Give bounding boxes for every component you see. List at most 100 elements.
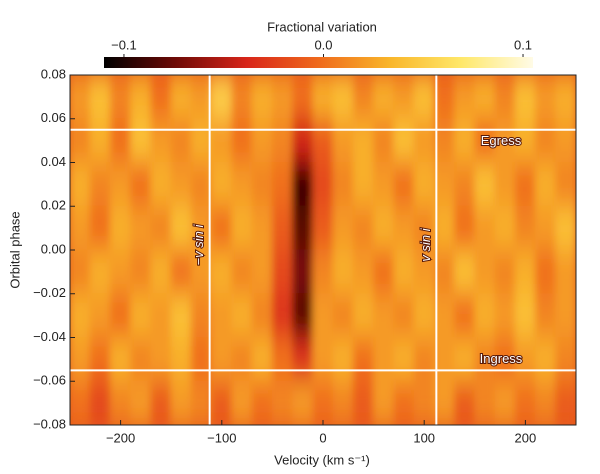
heatmap-cell <box>89 75 111 120</box>
heatmap-cell <box>130 205 152 251</box>
heatmap-cell <box>231 249 253 295</box>
heatmap-cell <box>413 249 435 295</box>
heatmap-cell <box>312 380 334 425</box>
heatmap-cell <box>130 162 152 207</box>
heatmap-cell <box>190 75 213 120</box>
heatmap-cell <box>150 205 172 251</box>
heatmap-cell <box>211 337 233 382</box>
heatmap-cell <box>89 337 111 382</box>
heatmap-cell <box>373 249 395 295</box>
heatmap-cell <box>150 75 172 120</box>
y-tick-label: 0.02 <box>41 198 66 213</box>
heatmap-cell <box>170 249 192 295</box>
heatmap-cell <box>454 293 476 338</box>
heatmap-cell <box>130 75 152 120</box>
heatmap-cell <box>211 205 233 251</box>
heatmap-cell <box>211 380 233 425</box>
heatmap-cell <box>514 75 537 120</box>
heatmap-cell <box>332 205 354 251</box>
heatmap-cell <box>413 118 435 163</box>
colorbar-label: Fractional variation <box>267 19 377 34</box>
heatmap-cell <box>251 118 273 163</box>
heatmap-cell <box>352 162 375 207</box>
heatmap-cell <box>109 205 132 251</box>
heatmap-cell <box>352 293 375 338</box>
heatmap-cell <box>130 249 152 295</box>
heatmap-cell <box>332 75 354 120</box>
heatmap-cell <box>535 118 557 163</box>
heatmap-cell <box>190 249 213 295</box>
heatmap-cell <box>474 293 496 338</box>
heatmap-cell <box>514 162 537 207</box>
heatmap-cell <box>130 118 152 163</box>
heatmap-cell <box>413 205 435 251</box>
heatmap-cell <box>555 75 576 120</box>
heatmap-cell <box>312 337 334 382</box>
heatmap-cell <box>433 75 456 120</box>
heatmap-cell <box>251 249 273 295</box>
heatmap-cell <box>474 249 496 295</box>
heatmap-cell <box>413 293 435 338</box>
heatmap-cell <box>373 293 395 338</box>
heatmap-cell <box>413 337 435 382</box>
heatmap-cell <box>494 75 516 120</box>
heatmap-cell <box>332 249 354 295</box>
y-tick-label: −0.08 <box>33 416 66 431</box>
heatmap-cell <box>332 293 354 338</box>
heatmap-cell <box>454 162 476 207</box>
heatmap-cell <box>393 205 415 251</box>
heatmap-cell <box>89 380 111 425</box>
heatmap-cell <box>231 205 253 251</box>
heatmap-cell <box>454 380 476 425</box>
heatmap-cell <box>109 293 132 338</box>
heatmap-cell <box>292 380 314 425</box>
heatmap-cell <box>433 162 456 207</box>
heatmap-cell <box>271 293 294 338</box>
heatmap-cell <box>454 337 476 382</box>
heatmap-cell <box>555 337 576 382</box>
heatmap-cell <box>70 249 91 295</box>
heatmap-cell <box>130 337 152 382</box>
heatmap-cell <box>190 205 213 251</box>
heatmap-cell <box>70 337 91 382</box>
heatmap-cell <box>373 162 395 207</box>
heatmap-cell <box>211 162 233 207</box>
heatmap-cell <box>292 162 314 207</box>
heatmap-cell <box>413 75 435 120</box>
heatmap-cell <box>514 249 537 295</box>
heatmap-cell <box>494 205 516 251</box>
heatmap-cell <box>109 380 132 425</box>
heatmap-cell <box>271 205 294 251</box>
heatmap-cell <box>433 205 456 251</box>
heatmap-cell <box>474 162 496 207</box>
heatmap-cell <box>109 118 132 163</box>
heatmap-cell <box>312 293 334 338</box>
heatmap-cell <box>292 118 314 163</box>
reference-label: Egress <box>481 133 522 148</box>
heatmap-cell <box>393 75 415 120</box>
heatmap-cell <box>130 293 152 338</box>
heatmap-cell <box>150 118 172 163</box>
heatmap-cell <box>292 249 314 295</box>
heatmap-cell <box>271 75 294 120</box>
heatmap-cell <box>535 380 557 425</box>
y-tick-label: 0.08 <box>41 66 66 81</box>
heatmap-cell <box>211 118 233 163</box>
x-axis-label: Velocity (km s⁻¹) <box>274 452 370 467</box>
heatmap-cell <box>70 293 91 338</box>
heatmap-cell <box>312 205 334 251</box>
x-tick-label: 100 <box>413 430 435 445</box>
heatmap-cell <box>170 118 192 163</box>
heatmap-cell <box>292 75 314 120</box>
heatmap-cell <box>89 249 111 295</box>
colorbar-tick-label: −0.1 <box>111 37 137 52</box>
heatmap-cell <box>535 293 557 338</box>
y-tick-label: 0.04 <box>41 154 66 169</box>
heatmap-cell <box>150 249 172 295</box>
reference-label: −v sin i <box>191 223 206 265</box>
heatmap-cell <box>454 249 476 295</box>
heatmap-cell <box>535 162 557 207</box>
heatmap-cell <box>109 337 132 382</box>
heatmap-cell <box>555 380 576 425</box>
heatmap-cell <box>271 249 294 295</box>
